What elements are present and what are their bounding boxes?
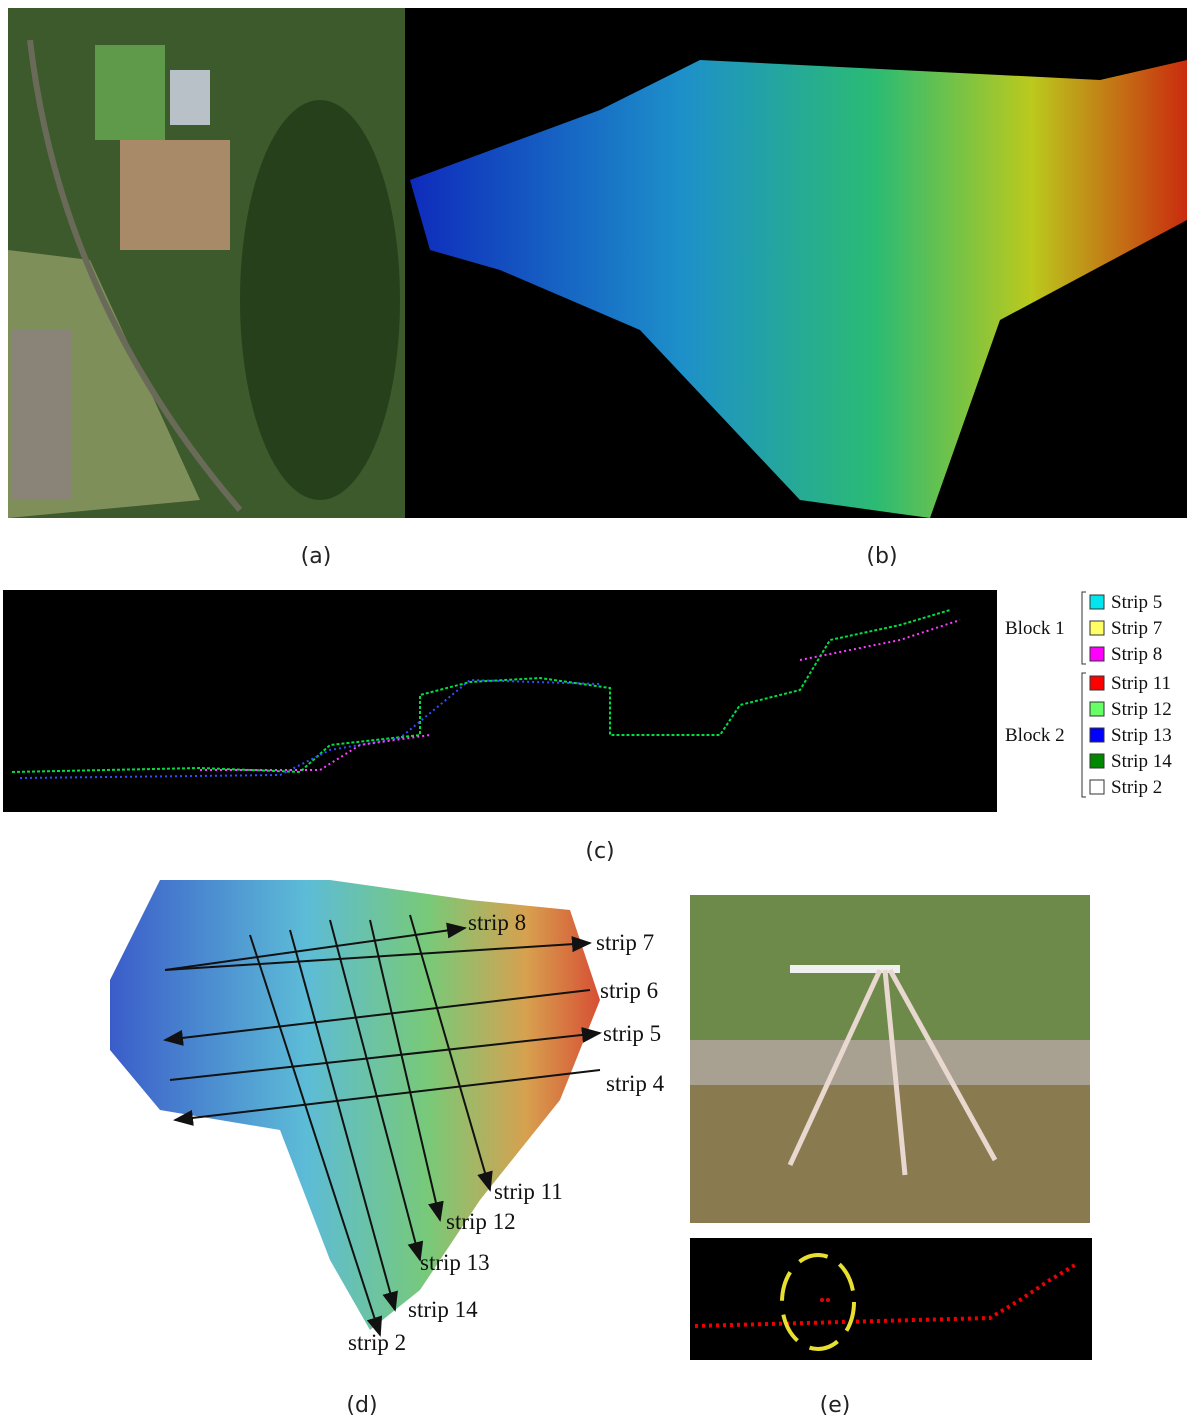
legend-swatch [1090, 595, 1104, 609]
legend-swatch [1090, 728, 1104, 742]
tripod-profile [690, 1238, 1092, 1360]
block-label: Block 2 [1005, 725, 1065, 746]
strip-label: strip 7 [596, 930, 654, 955]
block-bracket [1082, 673, 1086, 797]
legend-swatch [1090, 676, 1104, 690]
profile-image [3, 590, 997, 812]
strips-diagram [110, 880, 600, 1335]
panel-caption: (c) [585, 839, 614, 864]
point-cloud-image [405, 8, 1187, 518]
strip-label: strip 11 [494, 1179, 563, 1204]
legend: Strip 5 Strip 7 Strip 8 Block 1 Strip 11 Stri… [1005, 592, 1172, 798]
aerial-image [8, 8, 405, 518]
legend-label: Strip 5 [1111, 592, 1162, 613]
legend-swatch [1090, 702, 1104, 716]
strip-label: strip 13 [420, 1250, 490, 1275]
legend-label: Strip 8 [1111, 644, 1162, 665]
panel-caption: (d) [346, 1393, 377, 1418]
legend-swatch [1090, 647, 1104, 661]
legend-label: Strip 12 [1111, 699, 1172, 720]
strip-label: strip 2 [348, 1330, 406, 1355]
panel-caption: (b) [866, 544, 897, 569]
legend-label: Strip 11 [1111, 673, 1171, 694]
strip-label: strip 6 [600, 978, 658, 1003]
strip-label: strip 5 [603, 1021, 661, 1046]
strip-label: strip 12 [446, 1209, 516, 1234]
legend-swatch [1090, 621, 1104, 635]
panel-caption: (a) [301, 544, 332, 569]
strip-label: strip 8 [468, 910, 526, 935]
block-label: Block 1 [1005, 618, 1065, 639]
legend-label: Strip 13 [1111, 725, 1172, 746]
figure: Strip 5 Strip 7 Strip 8 Block 1 Strip 11 Stri… [0, 0, 1187, 1419]
legend-label: Strip 14 [1111, 751, 1172, 772]
legend-swatch [1090, 754, 1104, 768]
panel-caption: (e) [820, 1393, 851, 1418]
legend-swatch [1090, 780, 1104, 794]
block-bracket [1082, 592, 1086, 664]
strip-label: strip 14 [408, 1297, 478, 1322]
strip-label: strip 4 [606, 1071, 665, 1096]
legend-label: Strip 2 [1111, 777, 1162, 798]
tripod-photo [690, 895, 1090, 1223]
legend-label: Strip 7 [1111, 618, 1162, 639]
